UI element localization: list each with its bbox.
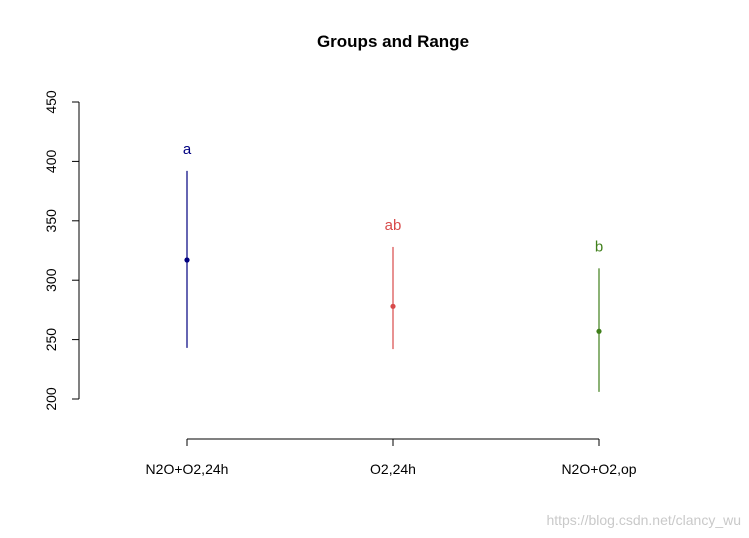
watermark: https://blog.csdn.net/clancy_wu — [546, 512, 741, 528]
mean-point — [596, 328, 602, 334]
group-letter-label: a — [183, 141, 192, 158]
y-tick-label: 200 — [43, 387, 59, 411]
mean-point — [184, 257, 190, 263]
group-letter-label: b — [595, 238, 603, 255]
y-tick-label: 400 — [43, 150, 59, 174]
y-tick-label: 300 — [43, 268, 59, 292]
x-tick-label: N2O+O2,op — [561, 461, 636, 477]
y-tick-label: 450 — [43, 90, 59, 114]
y-tick-label: 250 — [43, 328, 59, 352]
y-axis: 200 250 300 350 400 450 — [43, 90, 80, 411]
plot-area: a ab b — [183, 141, 603, 392]
x-tick-label: O2,24h — [370, 461, 416, 477]
chart-title: Groups and Range — [317, 32, 469, 51]
mean-point — [390, 303, 396, 309]
x-tick-label: N2O+O2,24h — [146, 461, 229, 477]
group-letter-label: ab — [385, 217, 402, 234]
x-axis: N2O+O2,24h O2,24h N2O+O2,op — [146, 438, 637, 477]
y-tick-label: 350 — [43, 209, 59, 233]
